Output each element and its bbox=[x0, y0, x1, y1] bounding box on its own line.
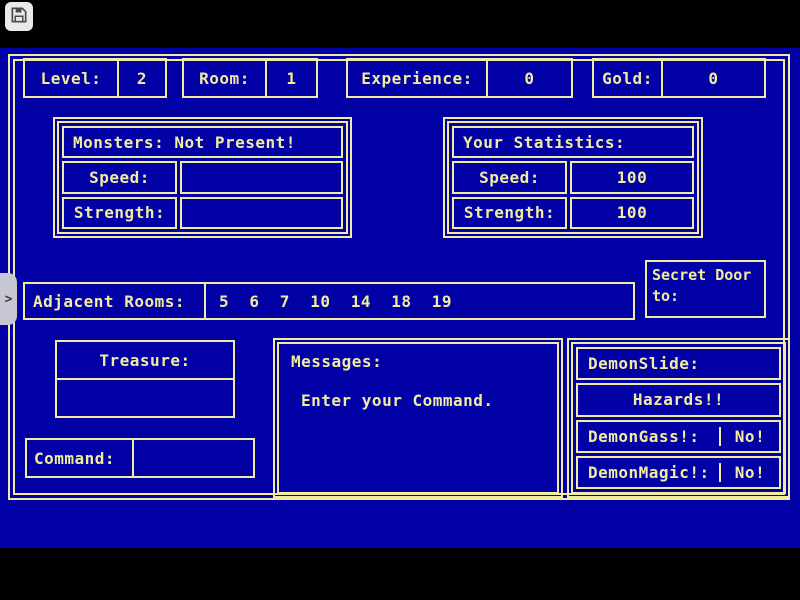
hazards-panel: DemonSlide: Hazards!! DemonGass!: No! De… bbox=[567, 338, 790, 498]
player-strength-label: Strength: bbox=[452, 196, 567, 229]
your-statistics-panel: Your Statistics: Speed: 100 Strength: 10… bbox=[443, 117, 703, 238]
adjacent-rooms-values: 5 6 7 10 14 18 19 bbox=[219, 291, 453, 311]
message-text: Enter your Command. bbox=[301, 391, 494, 410]
messages-panel: Messages: Enter your Command. bbox=[273, 338, 563, 498]
monster-strength-label: Strength: bbox=[62, 196, 177, 229]
demongass-value: No! bbox=[719, 426, 779, 446]
monster-strength-value bbox=[180, 196, 343, 229]
monsters-header: Monsters: Not Present! bbox=[62, 126, 343, 159]
stat-box-level: Level: 2 bbox=[23, 58, 167, 98]
stat-box-experience: Experience: 0 bbox=[346, 58, 573, 98]
hazards-header: Hazards!! bbox=[576, 383, 781, 417]
treasure-box: Treasure: bbox=[55, 340, 235, 418]
player-strength-value: 100 bbox=[570, 196, 694, 229]
room-label: Room: bbox=[184, 60, 267, 96]
stat-box-room: Room: 1 bbox=[182, 58, 318, 98]
treasure-header: Treasure: bbox=[57, 342, 233, 380]
monster-speed-value bbox=[180, 161, 343, 194]
command-label: Command: bbox=[27, 440, 134, 476]
stat-box-gold: Gold: 0 bbox=[592, 58, 766, 98]
treasure-value bbox=[57, 380, 233, 416]
secret-door-label: Secret Door to: bbox=[652, 266, 752, 305]
chevron-right-icon: > bbox=[4, 291, 13, 307]
side-panel-toggle[interactable]: > bbox=[0, 273, 17, 325]
demonmagic-label: DemonMagic!: bbox=[588, 462, 710, 482]
experience-label: Experience: bbox=[348, 60, 488, 96]
level-label: Level: bbox=[25, 60, 119, 96]
level-value: 2 bbox=[136, 68, 148, 88]
demonslide-label: DemonSlide: bbox=[588, 354, 700, 374]
monster-speed-label: Speed: bbox=[62, 161, 177, 194]
room-value: 1 bbox=[286, 68, 297, 88]
gold-value: 0 bbox=[708, 68, 719, 88]
secret-door-box: Secret Door to: bbox=[645, 260, 766, 318]
monsters-panel: Monsters: Not Present! Speed: Strength: bbox=[53, 117, 352, 238]
demonmagic-value: No! bbox=[719, 462, 779, 482]
demongass-label: DemonGass!: bbox=[588, 426, 700, 446]
command-box: Command: bbox=[25, 438, 255, 478]
statistics-header: Your Statistics: bbox=[452, 126, 694, 159]
command-input[interactable] bbox=[134, 440, 253, 476]
player-speed-label: Speed: bbox=[452, 161, 567, 194]
messages-header: Messages: bbox=[291, 352, 383, 371]
player-speed-value: 100 bbox=[570, 161, 694, 194]
gold-label: Gold: bbox=[594, 60, 663, 96]
adjacent-rooms-box: Adjacent Rooms: 5 6 7 10 14 18 19 bbox=[23, 282, 635, 320]
save-button[interactable] bbox=[5, 2, 33, 31]
experience-value: 0 bbox=[524, 68, 535, 88]
adjacent-rooms-label: Adjacent Rooms: bbox=[25, 284, 206, 318]
floppy-icon bbox=[9, 5, 29, 29]
